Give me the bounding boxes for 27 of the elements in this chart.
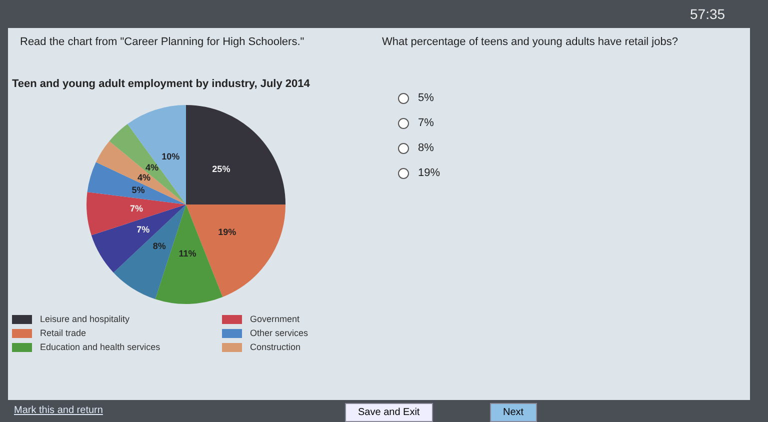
text: 5% (417, 92, 434, 104)
data-label: 4% (145, 162, 158, 173)
legend-label: Construction (249, 341, 302, 354)
legend-label: Government (249, 313, 301, 326)
text: Read the chart from "Career Planning for High Schoolers." (20, 36, 306, 48)
text: What percentage of teens and young adults have retail jobs? (382, 36, 679, 48)
chart-title: Teen and young adult employment by industry, July 2014 (12, 78, 310, 90)
data-label: 10% (162, 152, 180, 162)
data-label: 25% (212, 164, 230, 174)
text: Save and Exit (345, 403, 433, 422)
text: 8% (417, 142, 434, 154)
text: 19% (417, 167, 440, 179)
data-label: 7% (130, 204, 143, 214)
data-label: 5% (132, 185, 145, 196)
text: Next (490, 403, 537, 422)
legend-label: Leisure and hospitality (39, 313, 131, 326)
data-label: 11% (178, 248, 196, 259)
legend-label: Other services (249, 327, 310, 340)
text: Mark this and return (14, 405, 103, 416)
data-label: 7% (136, 224, 150, 234)
data-label: 8% (152, 240, 166, 251)
legend-label: Education and health services (39, 341, 162, 354)
text: 7% (417, 117, 434, 129)
data-label: 4% (137, 172, 151, 182)
text: 57:35 (690, 6, 726, 22)
data-label: 19% (218, 226, 236, 237)
legend-label: Retail trade (39, 327, 88, 340)
